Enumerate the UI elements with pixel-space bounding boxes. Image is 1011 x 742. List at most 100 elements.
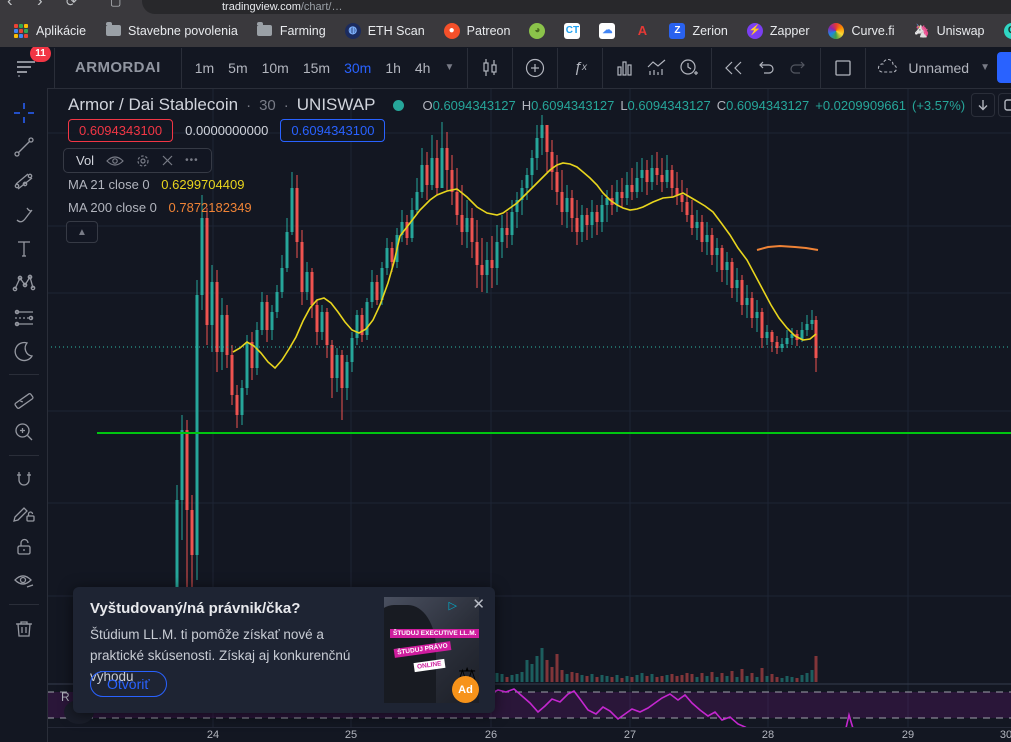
back-icon[interactable]: ‹ bbox=[7, 0, 13, 10]
bookmark-item[interactable]: 🦄 Uniswap bbox=[913, 23, 984, 39]
trendline-tool-icon[interactable] bbox=[5, 130, 43, 164]
forecast-tool-icon[interactable] bbox=[5, 300, 43, 334]
layout-select-icon[interactable] bbox=[827, 52, 859, 84]
timeframe-5m[interactable]: 5m bbox=[228, 59, 248, 76]
brush-tool-icon[interactable] bbox=[5, 198, 43, 232]
bookmark-item[interactable]: ◍ ETH Scan bbox=[344, 22, 425, 39]
rsi-line bbox=[489, 688, 854, 727]
crosshair-tool-icon[interactable] bbox=[5, 96, 43, 130]
collapse-indicators-button[interactable]: ▲ bbox=[66, 221, 98, 243]
ethscan-icon: ◍ bbox=[344, 22, 361, 39]
replay-icon[interactable] bbox=[718, 52, 750, 84]
address-bar[interactable] bbox=[142, 0, 1011, 14]
reload-icon[interactable]: ⟳ bbox=[66, 0, 77, 9]
drawing-mode-lock-icon[interactable] bbox=[5, 496, 43, 530]
time-axis[interactable]: 24 25 26 27 28 29 30 bbox=[0, 727, 1011, 742]
undo-icon[interactable] bbox=[750, 52, 782, 84]
magnet-tool-icon[interactable] bbox=[5, 462, 43, 496]
fundamentals-icon[interactable] bbox=[641, 52, 673, 84]
interval-label: 30 bbox=[259, 96, 276, 114]
bookmark-label: Patreon bbox=[466, 23, 511, 38]
divider bbox=[8, 604, 39, 605]
home-icon[interactable]: ▢ bbox=[110, 0, 122, 8]
bookmark-label: Zapper bbox=[769, 23, 810, 38]
bookmark-item[interactable]: Stavebne povolenia bbox=[105, 22, 238, 39]
layout-dropdown-icon[interactable]: ▼ bbox=[980, 62, 990, 73]
remove-drawings-icon[interactable] bbox=[5, 611, 43, 645]
symbol-legend[interactable]: Armor / Dai Stablecoin · 30 · UNISWAP O0… bbox=[68, 95, 966, 114]
pattern-tool-icon[interactable] bbox=[5, 266, 43, 300]
gann-fib-tool-icon[interactable] bbox=[5, 164, 43, 198]
timeframe-30m[interactable]: 30m bbox=[344, 59, 372, 76]
sell-price-button[interactable]: 0.6094343100 bbox=[68, 119, 174, 142]
symbol-title[interactable]: Armor / Dai Stablecoin bbox=[68, 95, 239, 114]
ad-close-icon[interactable]: ✕ bbox=[472, 596, 485, 613]
bookmark-label: Zerion bbox=[692, 23, 728, 38]
menu-button[interactable]: 11 bbox=[10, 44, 51, 84]
timeframe-4h[interactable]: 4h bbox=[414, 59, 431, 76]
timeframe-15m[interactable]: 15m bbox=[302, 59, 331, 76]
ma200-legend[interactable]: MA 200 close 0 0.7872182349 bbox=[68, 200, 252, 215]
divider bbox=[820, 47, 822, 88]
axis-label: 27 bbox=[623, 729, 637, 741]
close-icon[interactable] bbox=[162, 155, 173, 166]
divider bbox=[557, 47, 559, 88]
market-status-icon[interactable] bbox=[393, 99, 405, 111]
bookmark-label: Aplikácie bbox=[36, 23, 87, 38]
ma200-value: 0.7872182349 bbox=[168, 200, 252, 215]
divider bbox=[467, 47, 469, 88]
more-options-icon[interactable]: ••• bbox=[185, 155, 199, 166]
bookmark-item[interactable]: ⚡ Zapper bbox=[746, 22, 810, 39]
timeframe-dropdown-icon[interactable]: ▼ bbox=[444, 62, 455, 73]
adchoices-icon[interactable]: ▷ bbox=[448, 600, 457, 612]
alert-icon[interactable] bbox=[673, 52, 705, 84]
timeframe-1h[interactable]: 1h bbox=[385, 59, 401, 76]
lock-all-icon[interactable] bbox=[5, 530, 43, 564]
bookmark-item[interactable]: CC bbox=[1003, 22, 1011, 39]
measure-tool-icon[interactable] bbox=[5, 381, 43, 415]
trade-price-row: 0.6094343100 0.0000000000 0.6094343100 bbox=[68, 119, 386, 142]
timeframe-1m[interactable]: 1m bbox=[194, 59, 215, 76]
bookmark-item[interactable]: ◕ bbox=[529, 22, 546, 39]
cloud-save-icon[interactable] bbox=[872, 52, 904, 84]
divider bbox=[711, 47, 713, 88]
text-tool-icon[interactable] bbox=[5, 232, 43, 266]
ad-open-button[interactable]: Otvoriť bbox=[90, 671, 167, 697]
moon-theme-icon[interactable] bbox=[5, 334, 43, 368]
address-url[interactable]: tradingview.com/chart/… bbox=[222, 1, 343, 13]
compare-add-icon[interactable] bbox=[519, 52, 551, 84]
rsi-legend[interactable]: R bbox=[61, 690, 70, 704]
buy-price-button[interactable]: 0.6094343100 bbox=[280, 119, 386, 142]
eye-icon[interactable] bbox=[106, 155, 124, 167]
maximize-pane-icon[interactable] bbox=[998, 93, 1011, 117]
symbol-search-button[interactable]: ARMORDAI bbox=[75, 59, 161, 76]
axis-label: 29 bbox=[901, 729, 915, 741]
scroll-to-recent-icon[interactable] bbox=[971, 93, 995, 117]
timeframe-10m[interactable]: 10m bbox=[261, 59, 289, 76]
layout-name[interactable]: Unnamed bbox=[908, 59, 970, 76]
red-a-icon: A bbox=[637, 23, 648, 38]
browser-titlebar: ‹ › ⟳ ▢ tradingview.com/chart/… bbox=[0, 0, 1011, 14]
bookmark-item[interactable]: Curve.fi bbox=[828, 22, 895, 39]
bookmark-item[interactable]: Aplikácie bbox=[13, 23, 86, 39]
bookmark-item[interactable]: ☁ bbox=[599, 22, 616, 39]
bookmark-item[interactable]: A bbox=[634, 23, 650, 39]
redo-icon[interactable] bbox=[782, 52, 814, 84]
ohlc-values: O0.6094343127 H0.6094343127 L0.609434312… bbox=[422, 97, 966, 113]
hide-drawings-icon[interactable] bbox=[5, 564, 43, 598]
ma21-legend[interactable]: MA 21 close 0 0.6299704409 bbox=[68, 177, 245, 192]
gear-icon[interactable] bbox=[136, 154, 150, 168]
bookmark-item[interactable]: ● Patreon bbox=[443, 22, 511, 39]
bookmark-label: Stavebne povolenia bbox=[128, 23, 238, 38]
exchange-label: UNISWAP bbox=[296, 95, 376, 114]
bookmark-item[interactable]: Farming bbox=[257, 22, 326, 39]
chart-style-icon[interactable] bbox=[474, 52, 506, 84]
bookmark-item[interactable]: Z Zerion bbox=[669, 22, 728, 39]
bookmark-item[interactable]: CT bbox=[564, 22, 581, 39]
zoom-in-tool-icon[interactable] bbox=[5, 415, 43, 449]
publish-button[interactable] bbox=[997, 52, 1011, 83]
forward-icon[interactable]: › bbox=[37, 0, 43, 10]
indicator-templates-icon[interactable] bbox=[609, 52, 641, 84]
